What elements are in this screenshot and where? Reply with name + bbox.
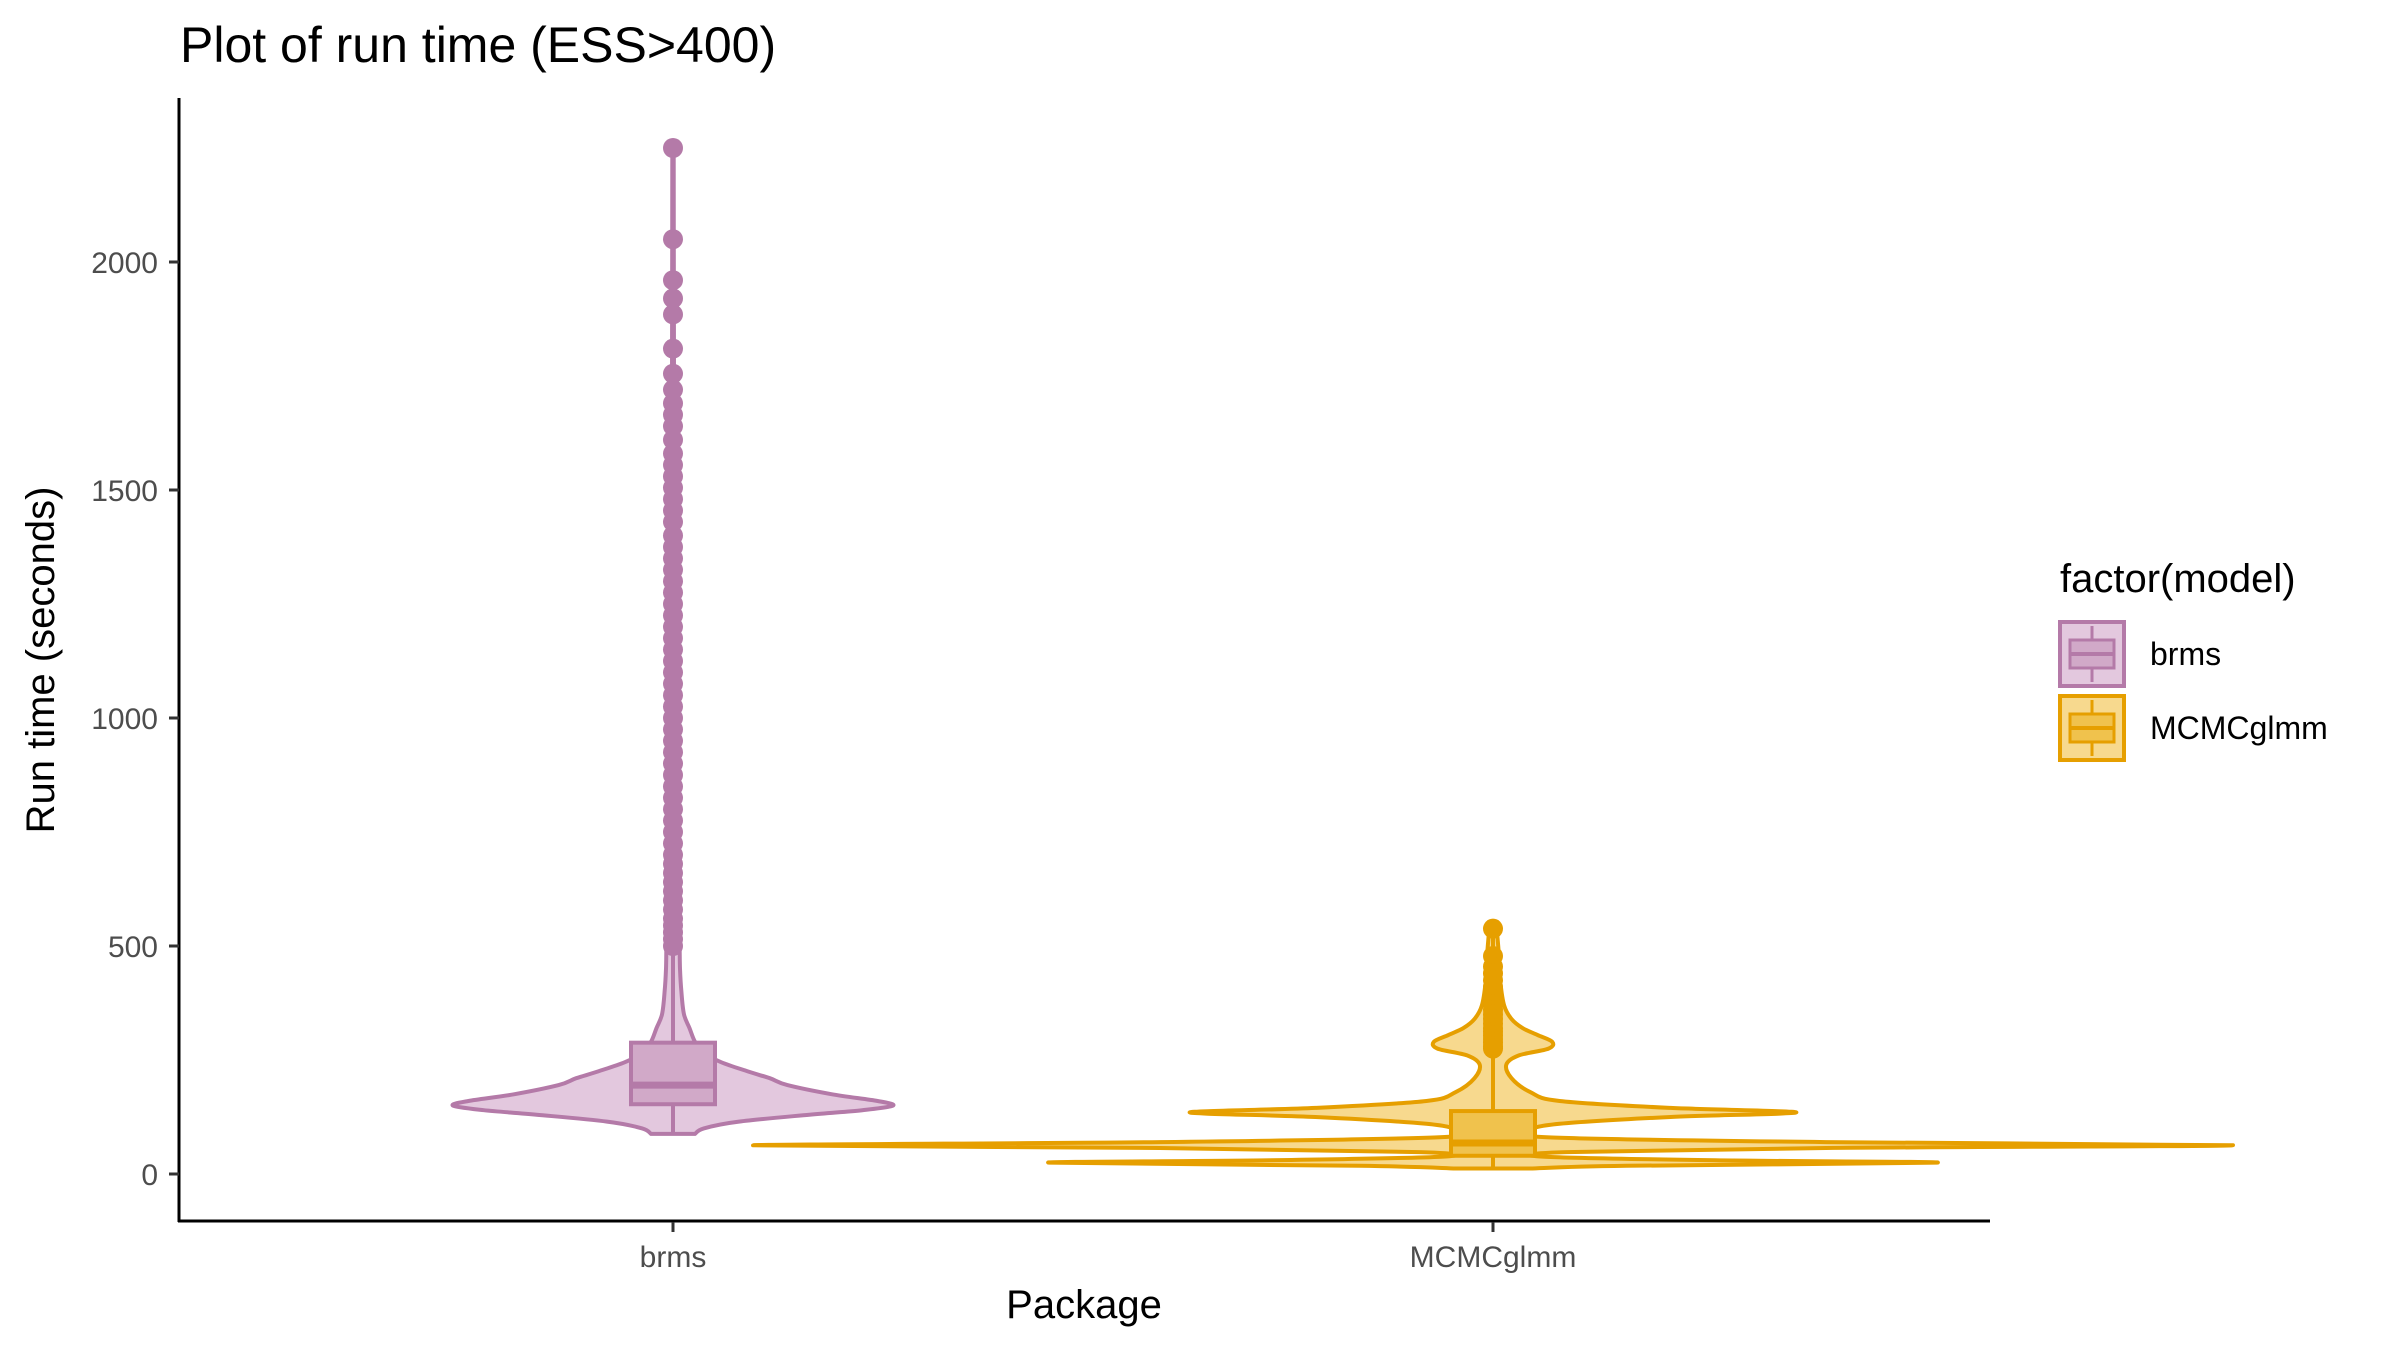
- outlier-point-brms-6: [663, 363, 683, 384]
- y-tick-label-0: 0: [141, 1159, 158, 1192]
- outlier-point-MCMCglmm-0: [1483, 918, 1503, 939]
- chart-title: Plot of run time (ESS>400): [180, 17, 776, 73]
- outlier-point-brms-5: [663, 338, 683, 359]
- legend-label-MCMCglmm: MCMCglmm: [2150, 710, 2328, 746]
- outlier-point-brms-11: [663, 429, 683, 450]
- outlier-point-brms-1: [663, 229, 683, 250]
- outlier-point-MCMCglmm-19: [1483, 1038, 1503, 1059]
- outlier-point-brms-2: [663, 270, 683, 291]
- y-tick-label-1000: 1000: [91, 703, 158, 736]
- x-axis-title: Package: [1006, 1283, 1162, 1327]
- outlier-point-brms-0: [663, 138, 683, 158]
- series-MCMCglmm: [751, 918, 2235, 1171]
- y-tick-label-1500: 1500: [91, 475, 158, 508]
- y-axis-title: Run time (seconds): [19, 487, 63, 834]
- y-axis: 0 500 1000 1500 2000: [91, 98, 181, 1222]
- box-MCMCglmm: [1449, 1109, 1537, 1158]
- outlier-point-brms-58: [663, 936, 683, 956]
- legend-entry-brms: brms: [2058, 620, 2221, 688]
- legend: factor(model) brms MCMCglmm: [2058, 557, 2328, 762]
- y-tick-label-500: 500: [108, 931, 158, 964]
- plot-area: [450, 138, 2235, 1171]
- series-brms: [450, 138, 896, 1136]
- x-tick-label-brms: brms: [640, 1241, 707, 1274]
- legend-label-brms: brms: [2150, 636, 2221, 672]
- outlier-point-brms-3: [663, 288, 683, 309]
- box-brms: [629, 1040, 717, 1107]
- outlier-point-brms-4: [663, 304, 683, 325]
- outlier-point-brms-10: [663, 416, 683, 437]
- legend-entry-MCMCglmm: MCMCglmm: [2058, 694, 2328, 762]
- outlier-point-brms-7: [663, 379, 683, 400]
- outlier-point-brms-18: [663, 511, 683, 532]
- legend-title: factor(model): [2060, 557, 2296, 601]
- y-tick-label-2000: 2000: [91, 247, 158, 280]
- x-tick-label-MCMCglmm: MCMCglmm: [1410, 1241, 1577, 1274]
- x-axis: brms MCMCglmm: [178, 1219, 1990, 1274]
